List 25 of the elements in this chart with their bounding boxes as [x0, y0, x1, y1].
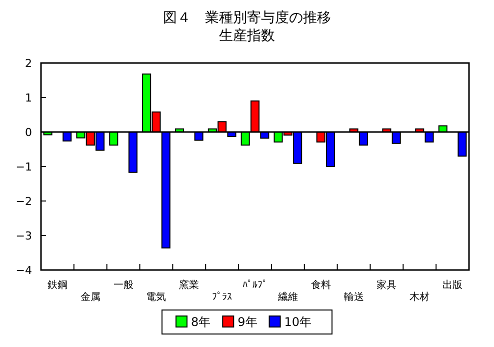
x-tick-label: ﾌﾟﾗｽ [212, 292, 232, 303]
x-tick-label: 繊維 [276, 291, 298, 303]
y-tick-label: 2 [25, 57, 32, 70]
legend-label: 10年 [284, 315, 312, 329]
x-tick-label: 一般 [113, 280, 134, 291]
x-tick-label: 輸送 [344, 291, 364, 303]
x-tick-label: 木材 [410, 291, 430, 303]
x-tick-label: 電気 [146, 292, 166, 303]
y-tick-label: −4 [16, 264, 32, 277]
legend-label: 9年 [238, 315, 258, 329]
y-tick-label: −1 [16, 160, 32, 174]
y-tick-label: 1 [25, 92, 32, 104]
x-tick-label: 鉄鋼 [47, 279, 68, 291]
x-tick-label: 出版 [442, 279, 463, 291]
chart-title: 図４ 業種別寄与度の推移 [163, 10, 331, 26]
y-tick-label: −2 [16, 195, 32, 208]
x-tick-label: 食料 [310, 279, 331, 291]
chart-subtitle: 生産指数 [219, 28, 275, 44]
y-tick-label: 0 [25, 126, 32, 139]
y-tick-label: −3 [16, 230, 32, 242]
x-tick-label: 窯業 [179, 279, 200, 291]
x-tick-label: 金属 [80, 291, 100, 303]
x-tick-label: ﾊﾟﾙﾌﾟ [242, 280, 268, 291]
legend-label: 8年 [191, 315, 211, 329]
x-tick-label: 家具 [376, 279, 397, 291]
